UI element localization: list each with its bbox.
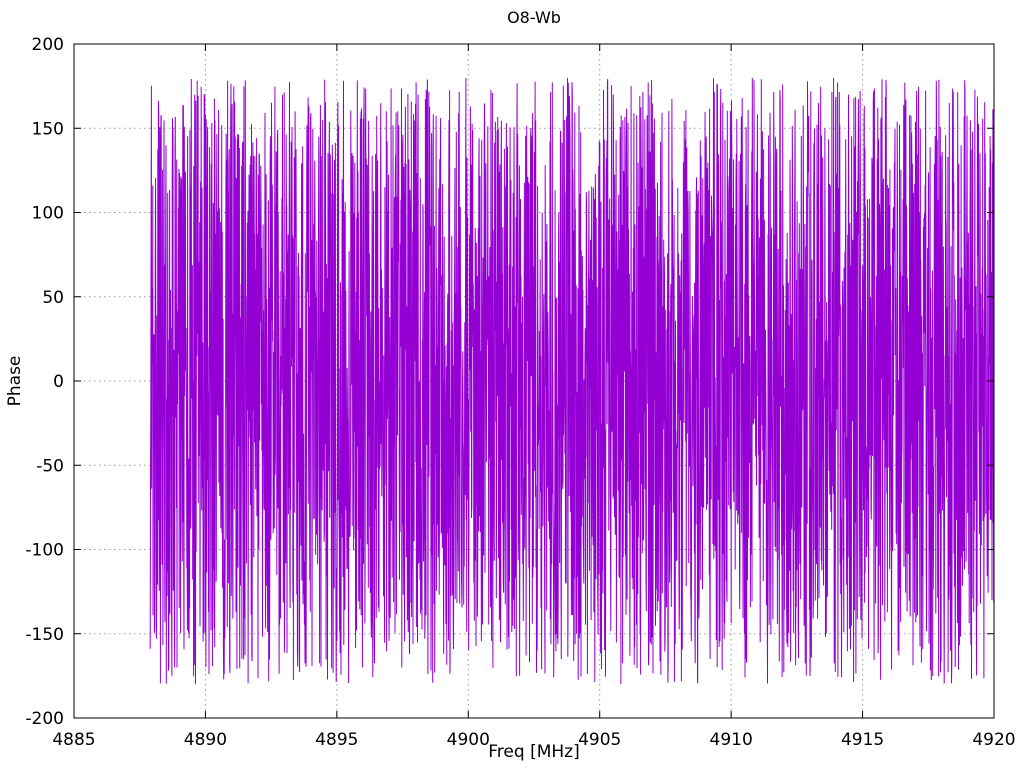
y-tick-label: 150 [32, 119, 64, 139]
y-tick-label: -50 [36, 456, 64, 476]
x-axis-label: Freq [MHz] [488, 742, 579, 762]
phase-series-line [149, 77, 995, 685]
y-tick-labels: -200 -150 -100 -50 0 50 100 150 200 [25, 35, 64, 729]
x-tick-label: 4890 [184, 730, 227, 750]
y-tick-label: -200 [25, 709, 64, 729]
y-tick-label: 50 [42, 288, 64, 308]
chart-title: O8-Wb [507, 8, 561, 27]
y-axis-label: Phase [5, 356, 25, 407]
x-tick-label: 4905 [578, 730, 621, 750]
y-tick-label: -150 [25, 625, 64, 645]
y-tick-label: -100 [25, 541, 64, 561]
y-tick-label: 0 [53, 372, 64, 392]
x-tick-labels: 4885 4890 4895 4900 4905 4910 4915 4920 [52, 730, 1015, 750]
x-tick-label: 4915 [841, 730, 884, 750]
x-tick-label: 4920 [972, 730, 1015, 750]
y-tick-label: 100 [32, 204, 64, 224]
x-tick-label: 4885 [52, 730, 95, 750]
y-tick-label: 200 [32, 35, 64, 55]
axis-tick-marks [73, 43, 995, 719]
x-tick-label: 4900 [447, 730, 490, 750]
x-tick-label: 4910 [710, 730, 753, 750]
x-tick-label: 4895 [315, 730, 358, 750]
